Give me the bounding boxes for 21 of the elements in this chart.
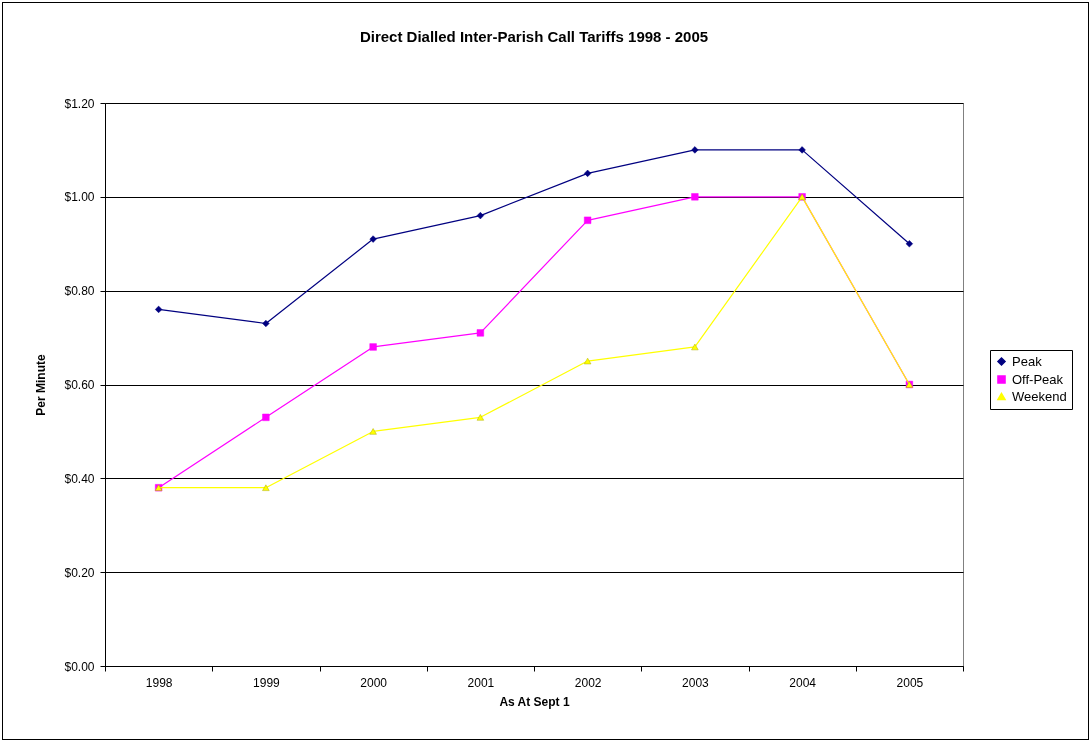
legend-label: Weekend xyxy=(1012,388,1067,404)
y-tick-label: $0.20 xyxy=(64,565,95,580)
y-tick-label: $0.40 xyxy=(64,471,95,486)
legend-label: Peak xyxy=(1012,353,1043,369)
x-tick-label: 2001 xyxy=(467,675,495,690)
x-tick-label: 1998 xyxy=(145,675,173,690)
y-axis-title: Per Minute xyxy=(34,354,49,416)
x-tick-label: 2005 xyxy=(896,675,924,690)
x-tick-label: 2003 xyxy=(682,675,710,690)
x-tick-label: 1999 xyxy=(253,675,281,690)
x-tick-label: 2000 xyxy=(360,675,388,690)
legend-label: Off-Peak xyxy=(1012,371,1064,387)
y-tick-label: $1.20 xyxy=(64,96,95,111)
x-tick-label: 2002 xyxy=(574,675,602,690)
y-tick-label: $0.80 xyxy=(64,284,95,299)
x-axis-title: As At Sept 1 xyxy=(499,694,570,709)
y-tick-label: $0.00 xyxy=(64,659,95,674)
chart-title: Direct Dialled Inter-Parish Call Tariffs 1998 - 2005 xyxy=(359,28,709,45)
y-tick-label: $0.60 xyxy=(64,378,95,392)
y-tick-label: $1.00 xyxy=(64,190,95,205)
x-tick-label: 2004 xyxy=(789,675,817,690)
